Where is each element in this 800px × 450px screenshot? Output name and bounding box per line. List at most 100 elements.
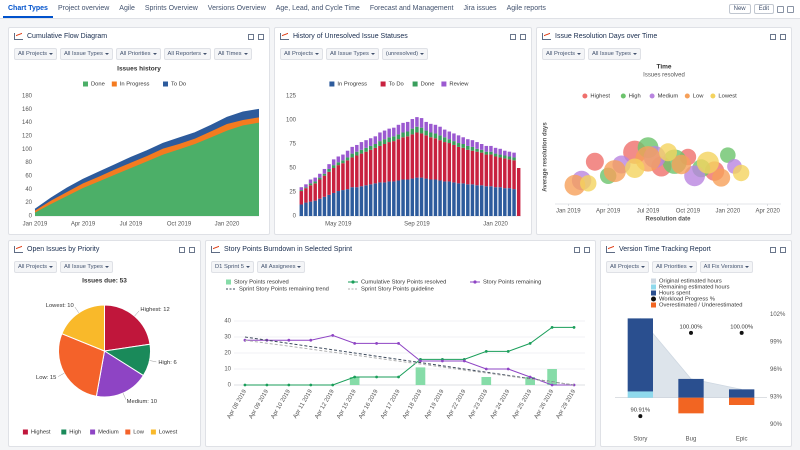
pin-icon[interactable] (258, 33, 264, 40)
panel-header: Story Points Burndown in Selected Sprint (206, 241, 595, 258)
table-view-icon[interactable] (770, 33, 776, 40)
legend-label: Remaining estimated hours (659, 285, 730, 291)
bar (304, 188, 308, 203)
tab[interactable]: Agile (119, 5, 135, 12)
y-tick-label: 60 (25, 174, 32, 180)
bar (484, 186, 489, 216)
table-view-icon[interactable] (770, 246, 776, 253)
bar (345, 157, 350, 161)
pin-icon[interactable] (780, 246, 786, 253)
chart-subtitle: Issues due: 53 (82, 278, 127, 285)
point (739, 330, 744, 335)
panel-icon (14, 246, 23, 253)
filter-dropdown[interactable]: All Projects (606, 261, 649, 273)
legend-label: Highest (590, 94, 610, 100)
lock-icon[interactable] (777, 5, 784, 13)
bar (345, 189, 350, 216)
user-icon[interactable] (787, 5, 794, 13)
panel: History of Unresolved Issue Statuses All … (274, 27, 532, 235)
bar (368, 149, 373, 185)
filter-dropdown[interactable]: All Issue Types (326, 48, 379, 60)
slice-label: Low: 15 (36, 375, 56, 381)
y-tick-label: 25 (289, 190, 296, 196)
bar (429, 137, 433, 180)
pin-icon[interactable] (520, 33, 526, 40)
bar (419, 177, 424, 216)
line-marker (484, 367, 488, 371)
bar (424, 121, 428, 131)
line-marker (506, 367, 510, 371)
bar (382, 139, 387, 144)
bar (442, 129, 447, 138)
tab[interactable]: Jira issues (463, 5, 497, 12)
area-fill (35, 117, 259, 213)
filter-dropdown[interactable]: All Issue Types (588, 48, 641, 60)
x-tick-label: Apr 16 2019 (358, 388, 380, 420)
filter-dropdown[interactable]: All Projects (280, 48, 323, 60)
pin-icon[interactable] (189, 246, 195, 253)
bar (678, 378, 704, 398)
filter-dropdown[interactable]: All Projects (542, 48, 585, 60)
filter-dropdown[interactable]: All Projects (14, 261, 57, 273)
bubble (720, 147, 736, 163)
legend-swatch (22, 429, 28, 435)
tab[interactable]: Chart Types (3, 0, 53, 18)
pie-slice (61, 304, 105, 352)
tab[interactable]: Agile reports (506, 5, 546, 12)
panel: Story Points Burndown in Selected Sprint… (205, 240, 596, 447)
tab[interactable]: Sprints Overview (144, 5, 198, 12)
filter-dropdown[interactable]: All Issue Types (60, 261, 113, 273)
tab[interactable]: Age, Lead, and Cycle Time (275, 5, 360, 12)
y-tick-label: 99% (770, 340, 783, 346)
bar (318, 177, 322, 180)
x-tick-label: Jan 2019 (23, 222, 48, 228)
filter-dropdown[interactable]: (unresolved) (381, 48, 429, 60)
filter-dropdown[interactable]: All Priorities (115, 48, 161, 60)
table-view-icon[interactable] (179, 246, 185, 253)
line-marker (287, 338, 291, 342)
bar (322, 168, 327, 174)
toolbar-button[interactable]: New (728, 4, 751, 14)
filter-dropdown[interactable]: D1 Sprint 5 (211, 261, 254, 273)
filter-dropdown[interactable]: All Assignees (257, 261, 306, 273)
x-tick-label: Jul 2019 (637, 209, 660, 215)
tab[interactable]: Forecast and Management (369, 5, 454, 12)
bar (447, 181, 452, 216)
bar (424, 178, 428, 216)
table-view-icon[interactable] (248, 33, 254, 40)
bar (503, 155, 507, 159)
leader-line (74, 306, 80, 313)
pin-icon[interactable] (780, 33, 786, 40)
chart-heading: Time (656, 64, 671, 71)
tab[interactable]: Project overview (57, 5, 110, 12)
x-tick-label: Jan 2020 (215, 222, 240, 228)
filter-dropdown[interactable]: All Priorities (652, 261, 697, 273)
table-view-icon[interactable] (510, 33, 516, 40)
bar (331, 165, 336, 168)
filter-dropdown[interactable]: All Projects (14, 48, 57, 60)
bar (481, 377, 492, 385)
line (244, 336, 575, 386)
area-fill (640, 318, 742, 398)
bar (299, 191, 304, 205)
filter-dropdown[interactable]: All Times (214, 48, 252, 60)
pin-icon[interactable] (584, 246, 590, 253)
bar (447, 131, 452, 140)
x-tick-label: Apr 09 2019 (248, 388, 270, 420)
legend-label: To Do (171, 82, 186, 88)
toolbar-button[interactable]: Edit (753, 4, 774, 14)
filter-dropdown[interactable]: All Issue Types (60, 48, 113, 60)
bar (331, 168, 336, 193)
bar (401, 179, 405, 216)
bar (484, 151, 489, 155)
y-tick-label: 0 (293, 214, 297, 220)
filter-dropdown[interactable]: All Fix Versions (699, 261, 754, 273)
panel-title: Open Issues by Priority (27, 246, 100, 253)
bar (392, 136, 396, 142)
bar (452, 133, 456, 142)
filter-dropdown[interactable]: All Reporters (163, 48, 212, 60)
line-marker (397, 375, 400, 379)
table-view-icon[interactable] (574, 246, 580, 253)
tab[interactable]: Versions Overview (207, 5, 266, 12)
bar (461, 147, 465, 184)
